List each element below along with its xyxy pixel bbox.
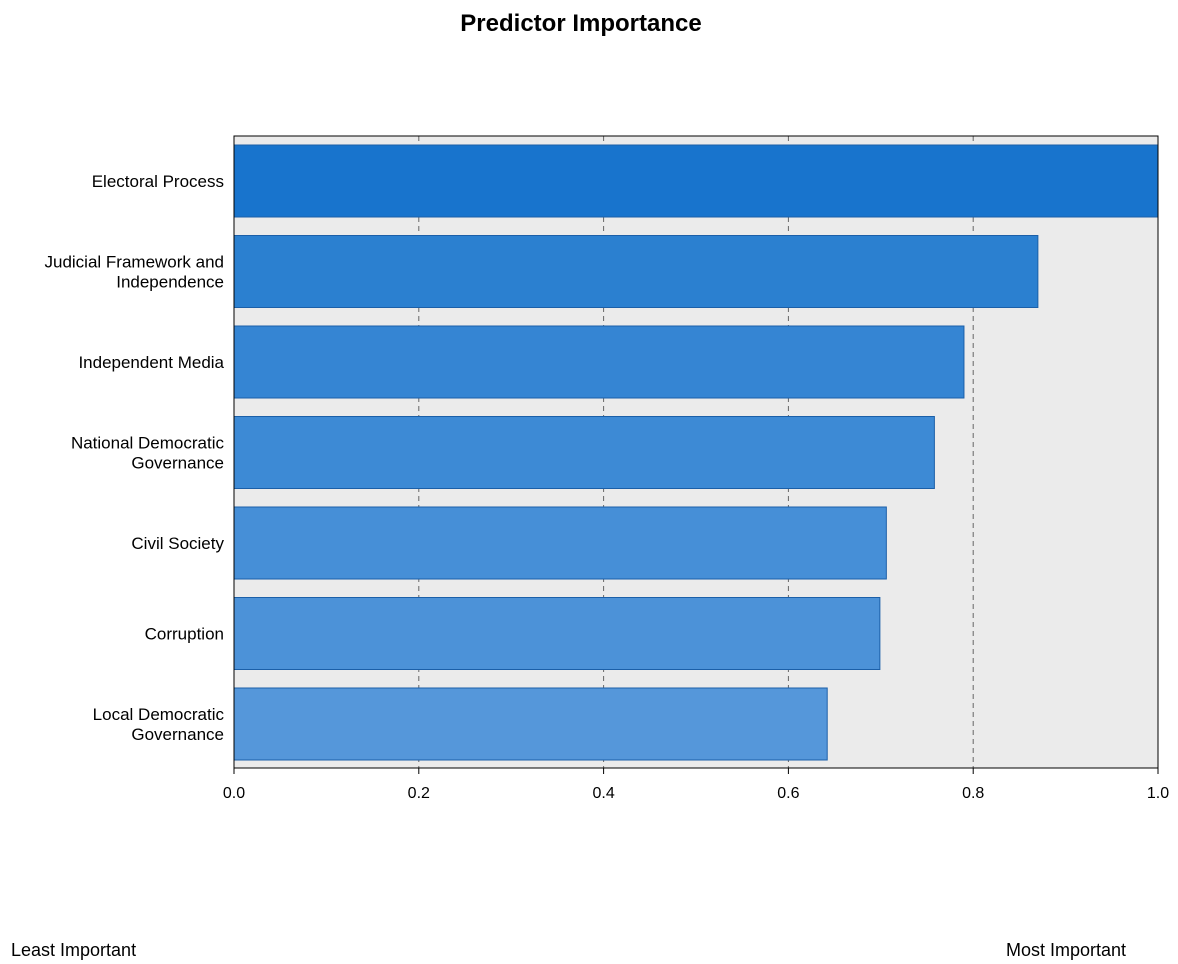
least-important-label: Least Important: [11, 940, 137, 960]
bar-2: [233, 325, 965, 399]
category-label-6: Local Democratic Governance: [93, 705, 225, 744]
x-tick-label-2: 0.4: [592, 785, 614, 802]
bars: [233, 144, 1159, 761]
chart-title: Predictor Importance: [460, 10, 702, 37]
x-tick-label-0: 0.0: [223, 785, 245, 802]
x-tick-label-3: 0.6: [777, 785, 799, 802]
bar-1: [233, 235, 1039, 308]
plot-frame: [233, 135, 1159, 769]
bar-0: [233, 144, 1159, 218]
category-label-2: Independent Media: [78, 353, 224, 372]
category-label-4: Civil Society: [131, 534, 224, 553]
category-label-3-line-0: National Democratic: [71, 434, 225, 453]
x-axis: 0.0 0.2 0.4 0.6 0.8 1.0: [223, 768, 1169, 802]
category-label-1-line-1: Independence: [116, 273, 224, 292]
category-label-0-line-0: Electoral Process: [92, 172, 224, 191]
category-label-1: Judicial Framework and Independence: [44, 253, 224, 292]
category-label-3: National Democratic Governance: [71, 434, 225, 473]
category-label-1-line-0: Judicial Framework and: [44, 253, 224, 272]
category-label-2-line-0: Independent Media: [78, 353, 224, 372]
category-label-0: Electoral Process: [92, 172, 224, 191]
category-label-5: Corruption: [145, 625, 224, 644]
bar-5: [233, 597, 881, 670]
x-tick-label-4: 0.8: [962, 785, 984, 802]
category-label-5-line-0: Corruption: [145, 625, 224, 644]
x-tick-label-1: 0.2: [408, 785, 430, 802]
x-tick-label-5: 1.0: [1147, 785, 1169, 802]
bar-3: [233, 416, 935, 489]
category-label-6-line-0: Local Democratic: [93, 705, 225, 724]
most-important-label: Most Important: [1006, 940, 1127, 960]
category-label-4-line-0: Civil Society: [131, 534, 224, 553]
bar-6: [233, 687, 828, 761]
category-label-3-line-1: Governance: [131, 454, 224, 473]
category-label-6-line-1: Governance: [131, 725, 224, 744]
bar-4: [233, 506, 887, 580]
